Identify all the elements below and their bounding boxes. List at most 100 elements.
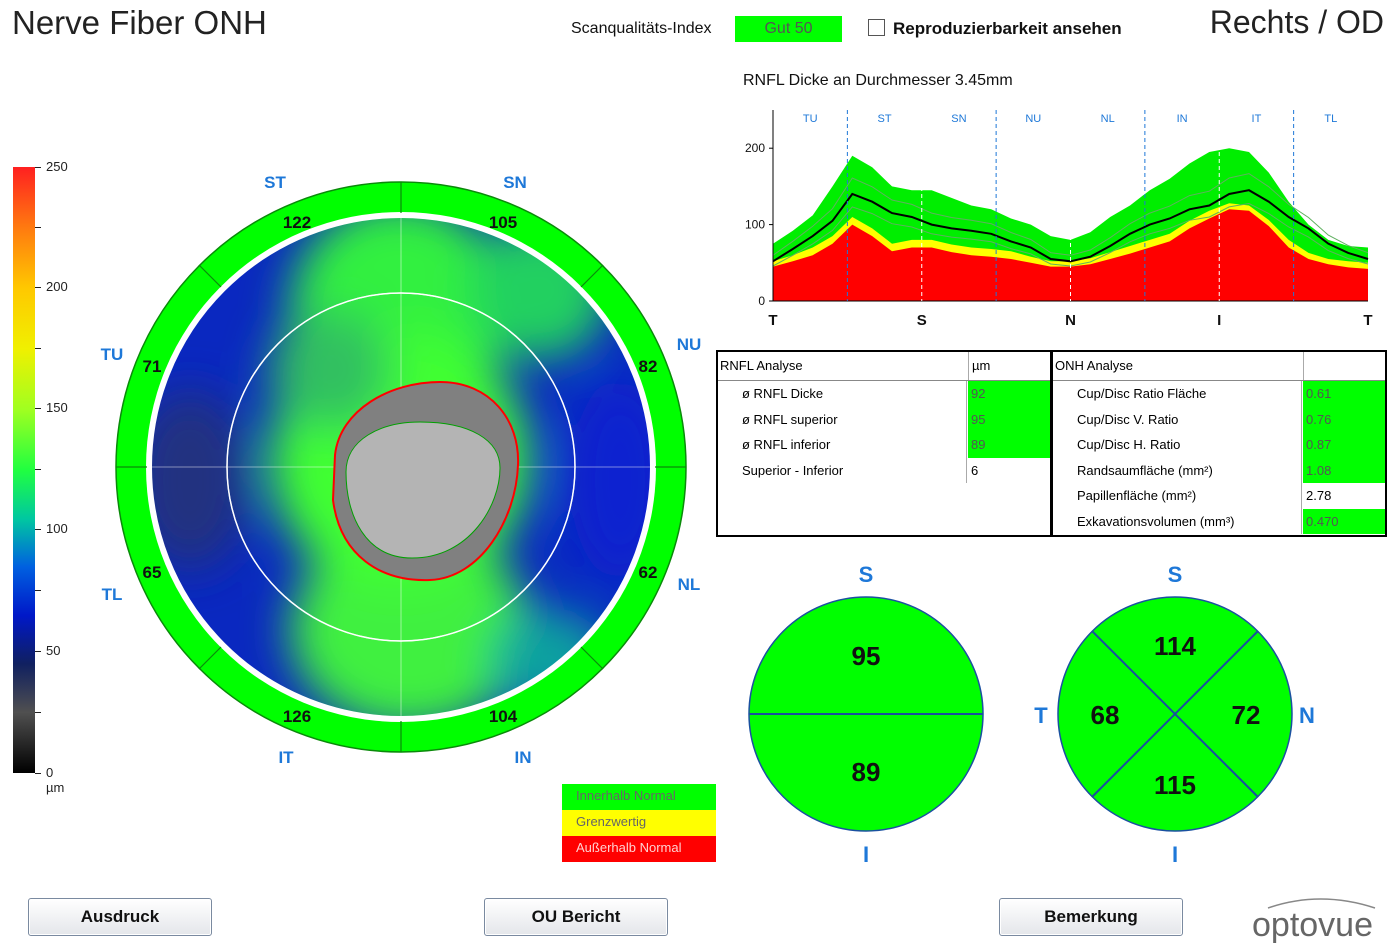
chart-title: RNFL Dicke an Durchmesser 3.45mm	[743, 72, 1013, 89]
onh-row: Cup/Disc V. Ratio 0.76	[1053, 406, 1385, 432]
y-tick-label: 0	[758, 294, 765, 308]
colorbar-label: 200	[46, 279, 68, 294]
onh-row-label: Randsaumfläche (mm²)	[1077, 462, 1213, 478]
quad-inferior-value: 115	[1154, 770, 1196, 800]
reproducibility-checkbox[interactable]: Reproduzierbarkeit ansehen	[868, 19, 1122, 39]
rnfl-thickness-line	[772, 189, 1369, 263]
rnfl-row-value: 95	[968, 406, 1050, 432]
onh-row-value: 0.87	[1303, 432, 1385, 458]
scan-quality-label: Scanqualitäts-Index	[571, 20, 712, 37]
rnfl-header-unit: µm	[972, 358, 991, 373]
sector-label: NL	[1101, 113, 1115, 125]
reproducibility-label: Reproduzierbarkeit ansehen	[893, 19, 1122, 38]
sector-value-nu: 82	[639, 357, 658, 376]
rnfl-row-label: ø RNFL Dicke	[742, 386, 824, 401]
sector-value-st: 122	[283, 213, 311, 232]
logo-text: optovue	[1252, 906, 1373, 944]
onh-row-label: Cup/Disc V. Ratio	[1077, 411, 1179, 427]
sector-label: NU	[1025, 113, 1041, 125]
onh-row-value: 0.61	[1303, 381, 1385, 407]
sector-label-nu: NU	[677, 335, 702, 354]
rnfl-row-label: ø RNFL inferior	[742, 437, 831, 452]
sector-label-in: IN	[515, 748, 532, 767]
sector-label: SN	[951, 113, 966, 125]
sector-label-tl: TL	[102, 585, 123, 604]
onh-row-value: 2.78	[1306, 488, 1332, 503]
quad-nasal-value: 72	[1232, 700, 1261, 730]
onh-row-value: 1.08	[1303, 457, 1385, 483]
x-tick-label: T	[1363, 312, 1372, 329]
quad-label-t: T	[1034, 703, 1048, 728]
rnfl-row-label: Superior - Inferior	[742, 462, 844, 478]
legend-within-normal: Innerhalb Normal	[562, 784, 716, 810]
ou-report-button[interactable]: OU Bericht	[484, 898, 668, 936]
x-tick-label: N	[1065, 312, 1076, 329]
upper-percentile-line	[772, 173, 1369, 256]
quadrant-circle: S 114 115 68 72 T N I	[1034, 562, 1315, 867]
rnfl-row: ø RNFL inferior 89	[718, 432, 1050, 458]
sector-label-nl: NL	[678, 575, 701, 594]
onh-row-label: Cup/Disc H. Ratio	[1077, 437, 1181, 452]
sector-label-sn: SN	[503, 173, 527, 192]
quad-superior-value: 114	[1154, 631, 1196, 661]
rnfl-row: Superior - Inferior 6	[718, 457, 1050, 483]
y-tick-label: 100	[745, 218, 765, 232]
onh-row-value: 0.76	[1303, 406, 1385, 432]
colorbar-label: 0 µm	[46, 765, 65, 795]
x-tick-label: I	[1217, 312, 1221, 329]
colorbar-label: 50	[46, 643, 61, 658]
quad-label-s: S	[1168, 562, 1183, 587]
eye-label: Rechts / OD	[1209, 4, 1384, 40]
remark-button[interactable]: Bemerkung	[999, 898, 1183, 936]
hemi-label-s: S	[859, 562, 874, 587]
rnfl-row-value: 92	[968, 381, 1050, 407]
onh-table-header: ONH Analyse	[1053, 352, 1385, 381]
onh-row: Randsaumfläche (mm²) 1.08	[1053, 457, 1385, 483]
rnfl-row: ø RNFL superior 95	[718, 406, 1050, 432]
sector-label-tu: TU	[101, 345, 124, 364]
y-tick-label: 200	[745, 141, 765, 155]
x-tick-label: S	[917, 312, 927, 329]
onh-row: Papillenfläche (mm²) 2.78	[1053, 483, 1385, 509]
sector-label: IN	[1177, 113, 1188, 125]
rnfl-row-value: 89	[968, 432, 1050, 458]
onh-row: Cup/Disc H. Ratio 0.87	[1053, 432, 1385, 458]
sector-value-tu: 71	[143, 357, 162, 376]
print-button[interactable]: Ausdruck	[28, 898, 212, 936]
onh-row-label: Exkavationsvolumen (mm³)	[1077, 513, 1235, 529]
sector-label: TU	[803, 113, 818, 125]
page-title: Nerve Fiber ONH	[12, 4, 267, 41]
sector-label-it: IT	[278, 748, 294, 767]
rnfl-row-value: 6	[971, 462, 979, 478]
onh-row-value: 0.470	[1303, 508, 1385, 534]
sector-label: ST	[878, 113, 892, 125]
optic-cup	[345, 421, 501, 559]
quad-temporal-value: 68	[1091, 700, 1120, 730]
checkbox-icon[interactable]	[868, 19, 885, 36]
hemisphere-circle: S 95 89 I	[748, 562, 984, 867]
thickness-colorbar	[13, 167, 35, 773]
rnfl-analysis-table: RNFL Analyse µm ø RNFL Dicke 92 ø RNFL sup…	[716, 350, 1052, 537]
quad-label-i: I	[1172, 842, 1178, 867]
onh-thickness-map: 122 105 82 62 104 126 65 71 ST SN NU NL …	[101, 173, 702, 767]
x-tick-label: T	[768, 312, 777, 329]
colorbar-label: 250	[46, 159, 68, 174]
sector-value-sn: 105	[489, 213, 517, 232]
colorbar-label: 100	[46, 521, 68, 536]
sector-value-nl: 62	[639, 563, 658, 582]
scan-quality-value: Gut 50	[735, 16, 842, 42]
onh-row: Cup/Disc Ratio Fläche 0.61	[1053, 381, 1385, 407]
rnfl-row: ø RNFL Dicke 92	[718, 381, 1050, 407]
onh-row: Exkavationsvolumen (mm³) 0.470	[1053, 508, 1385, 534]
sector-value-it: 126	[283, 707, 311, 726]
legend-borderline: Grenzwertig	[562, 810, 716, 836]
hemi-inferior-value: 89	[852, 757, 881, 787]
sector-value-in: 104	[489, 707, 518, 726]
hemi-superior-value: 95	[852, 641, 881, 671]
quad-label-n: N	[1299, 703, 1315, 728]
onh-header-label: ONH Analyse	[1055, 352, 1304, 380]
onh-row-label: Papillenfläche (mm²)	[1077, 488, 1197, 503]
sector-label: IT	[1252, 113, 1262, 125]
rnfl-header-label: RNFL Analyse	[720, 352, 969, 380]
